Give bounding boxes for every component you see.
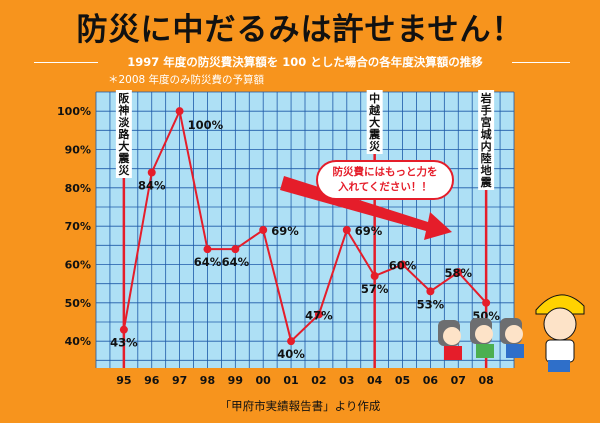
y-tick-label: 60% xyxy=(65,259,91,272)
y-axis: 100% 90% 80% 70% 60% 50% 40% xyxy=(57,105,91,348)
x-tick-label: 96 xyxy=(144,374,160,387)
series-line xyxy=(122,107,487,344)
data-point xyxy=(203,245,212,254)
x-tick-label: 98 xyxy=(200,374,215,387)
x-tick-label: 07 xyxy=(451,374,466,387)
event-label-box xyxy=(366,90,383,154)
data-label: 53% xyxy=(417,297,445,311)
x-tick-label: 95 xyxy=(116,374,131,387)
event-label: 中越大震災 xyxy=(368,91,381,153)
x-tick-label: 01 xyxy=(283,374,298,387)
data-point xyxy=(454,268,463,277)
event-label-box xyxy=(115,90,132,178)
budget-note: ＊2008 年度のみ防災費の予算額 xyxy=(108,74,265,86)
y-tick-label: 90% xyxy=(65,144,91,157)
event-label: 岩手宮城内陸地震 xyxy=(480,91,493,189)
data-label: 57% xyxy=(361,282,389,296)
mascot-illustration xyxy=(438,294,585,372)
data-label: 100% xyxy=(188,118,224,132)
callout-line-2: 入れてください！！ xyxy=(338,181,432,193)
chart-subtitle: 1997 年度の防災費決算額を 100 とした場合の各年度決算額の推移 xyxy=(127,55,483,69)
data-point xyxy=(398,260,407,269)
y-tick-label: 40% xyxy=(65,335,91,348)
data-point xyxy=(426,287,435,296)
x-tick-label: 97 xyxy=(172,374,187,387)
data-label: 47% xyxy=(305,308,333,322)
x-tick-label: 06 xyxy=(423,374,439,387)
y-tick-label: 50% xyxy=(65,297,91,310)
page-title: 防災に中だるみは許せません！ xyxy=(76,12,524,48)
data-label: 69% xyxy=(355,224,383,238)
subtitle-row: 1997 年度の防災費決算額を 100 とした場合の各年度決算額の推移 xyxy=(0,54,600,70)
data-label: 69% xyxy=(271,224,299,238)
event-label: 阪神淡路大震災 xyxy=(117,91,130,177)
data-point xyxy=(482,298,491,307)
data-point xyxy=(314,310,323,319)
x-tick-label: 02 xyxy=(311,374,326,387)
y-tick-label: 100% xyxy=(57,105,91,118)
data-point xyxy=(175,107,184,116)
event-label-box xyxy=(478,90,495,190)
data-label: 43% xyxy=(110,336,138,350)
x-tick-label: 03 xyxy=(339,374,354,387)
callout-line-1: 防災費にはもっと力を xyxy=(332,166,438,178)
data-point xyxy=(259,226,268,234)
data-point xyxy=(231,245,240,254)
data-label: 40% xyxy=(277,347,305,361)
x-tick-label: 04 xyxy=(367,374,383,387)
source-credit: 「甲府市実績報告書」より作成 xyxy=(219,399,381,413)
data-label: 84% xyxy=(138,179,166,193)
y-tick-label: 70% xyxy=(65,220,91,233)
x-axis: 95 96 97 98 99 00 01 02 03 04 05 06 07 08 xyxy=(116,374,494,387)
data-points xyxy=(119,107,491,346)
data-point xyxy=(119,325,128,334)
data-label: 64% xyxy=(194,255,222,269)
subtitle-rule-right xyxy=(512,62,570,63)
y-tick-label: 80% xyxy=(65,182,91,195)
data-point xyxy=(287,337,296,346)
data-label: 60% xyxy=(389,259,417,273)
x-tick-label: 05 xyxy=(395,374,410,387)
data-point xyxy=(147,168,156,177)
data-labels: 43% 84% 100% 64% 64% 69% 40% 47% 69% 57%60% 53% 58%… xyxy=(110,118,500,361)
subtitle-rule-left xyxy=(34,62,98,63)
callout-bubble: 防災費にはもっと力を 入れてください！！ xyxy=(316,160,454,200)
x-tick-label: 99 xyxy=(228,374,243,387)
x-tick-label: 00 xyxy=(256,374,272,387)
x-tick-label: 08 xyxy=(478,374,493,387)
data-label: 64% xyxy=(222,255,250,269)
data-point xyxy=(342,226,351,234)
data-label: 58% xyxy=(445,266,473,280)
data-point xyxy=(370,272,379,280)
